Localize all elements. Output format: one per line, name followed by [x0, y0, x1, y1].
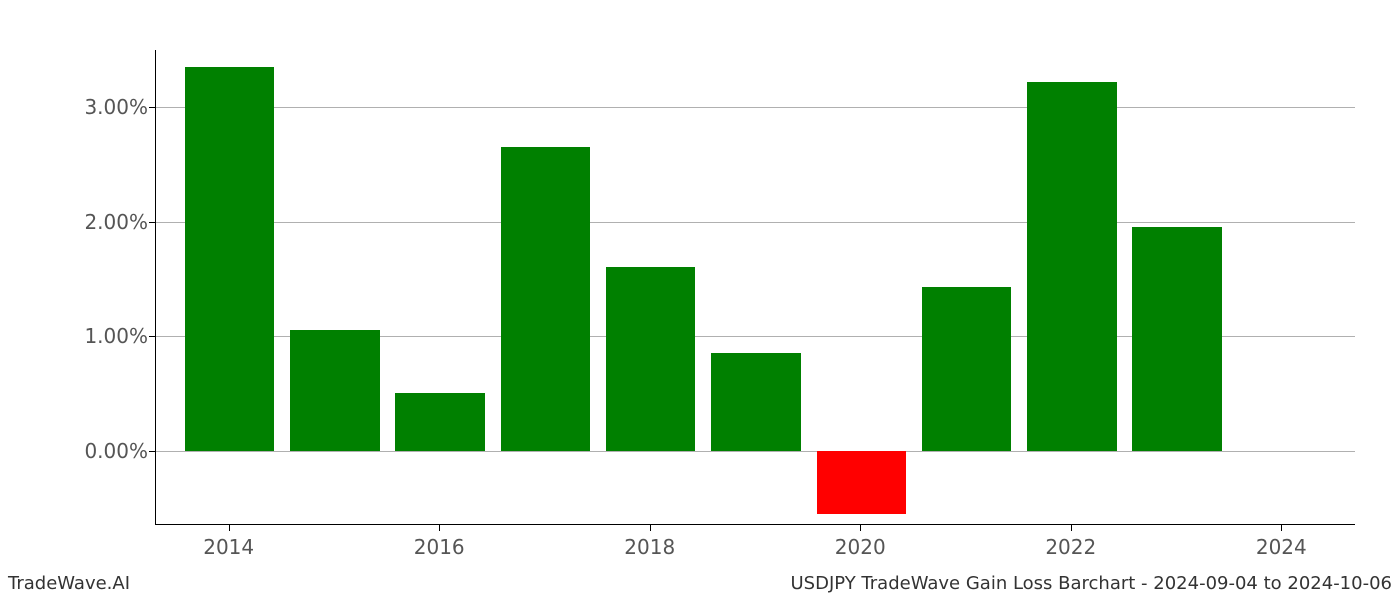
grid-line	[156, 451, 1355, 452]
xtick-mark	[860, 525, 861, 531]
xtick-label: 2018	[624, 535, 675, 559]
xtick-label: 2022	[1045, 535, 1096, 559]
chart-bar	[606, 267, 695, 450]
ytick-label: 0.00%	[84, 439, 148, 463]
grid-line	[156, 222, 1355, 223]
ytick-label: 1.00%	[84, 324, 148, 348]
chart-bar	[290, 330, 379, 450]
ytick-mark	[149, 336, 155, 337]
ytick-mark	[149, 107, 155, 108]
chart-bar	[501, 147, 590, 450]
xtick-mark	[650, 525, 651, 531]
xtick-label: 2016	[414, 535, 465, 559]
chart-bar	[395, 393, 484, 450]
xtick-label: 2020	[835, 535, 886, 559]
xtick-label: 2024	[1256, 535, 1307, 559]
chart-bar	[711, 353, 800, 450]
footer-right-text: USDJPY TradeWave Gain Loss Barchart - 20…	[790, 573, 1392, 594]
chart-bar	[1027, 82, 1116, 451]
xtick-label: 2014	[203, 535, 254, 559]
grid-line	[156, 107, 1355, 108]
ytick-mark	[149, 222, 155, 223]
ytick-label: 2.00%	[84, 210, 148, 234]
chart-bar	[1132, 227, 1221, 450]
chart-bar	[922, 287, 1011, 451]
xtick-mark	[439, 525, 440, 531]
footer-left-text: TradeWave.AI	[8, 573, 130, 594]
chart-bar	[185, 67, 274, 450]
plot-frame	[155, 50, 1355, 525]
ytick-label: 3.00%	[84, 95, 148, 119]
ytick-mark	[149, 451, 155, 452]
chart-bar	[817, 451, 906, 514]
xtick-mark	[1071, 525, 1072, 531]
xtick-mark	[1281, 525, 1282, 531]
xtick-mark	[229, 525, 230, 531]
chart-plot-area	[155, 50, 1355, 525]
